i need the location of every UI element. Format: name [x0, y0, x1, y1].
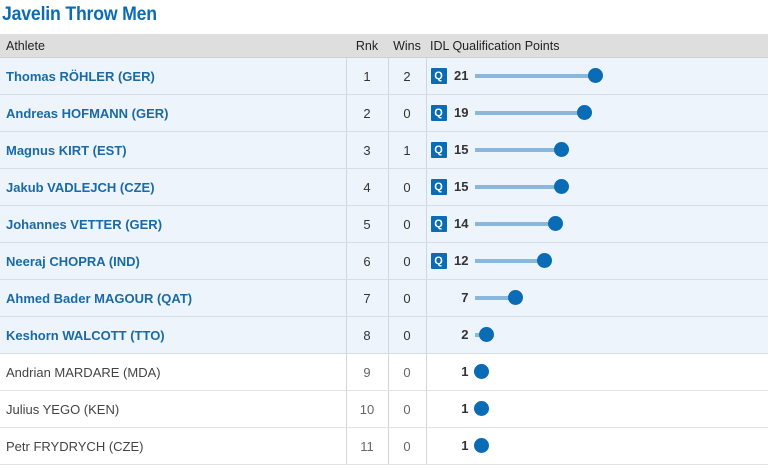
table-row: Andreas HOFMANN (GER) 2 0 Q 19 — [0, 94, 768, 132]
wins-cell: 1 — [388, 131, 427, 169]
rank-cell: 3 — [345, 131, 389, 169]
points-value: 1 — [461, 401, 469, 416]
table-header-row: Athlete Rnk Wins IDL Qualification Point… — [0, 34, 768, 58]
wins-cell: 0 — [388, 242, 427, 280]
points-bar — [474, 259, 544, 263]
wins-cell: 0 — [388, 390, 427, 428]
points-cell: Q 19 — [426, 94, 768, 132]
points-cell: Q 12 — [426, 242, 768, 280]
points-value: 15 — [454, 179, 469, 194]
qualified-badge: Q — [430, 253, 447, 269]
points-cell: Q 14 — [426, 205, 768, 243]
points-value: 15 — [454, 142, 469, 157]
points-value: 7 — [461, 290, 469, 305]
wins-cell: 0 — [388, 94, 427, 132]
points-bar — [474, 74, 595, 78]
table-row: Ahmed Bader MAGOUR (QAT) 7 0 7 — [0, 279, 768, 317]
points-cell: Q 15 — [426, 168, 768, 206]
athlete-name: Petr FRYDRYCH (CZE) — [0, 427, 346, 465]
rank-cell: 10 — [345, 390, 389, 428]
wins-cell: 0 — [388, 427, 427, 465]
rank-cell: 7 — [345, 279, 389, 317]
points-value: 21 — [454, 68, 469, 83]
rank-cell: 1 — [345, 57, 389, 95]
table-row: Jakub VADLEJCH (CZE) 4 0 Q 15 — [0, 168, 768, 206]
points-bar — [474, 296, 515, 300]
points-dot-marker — [553, 142, 569, 157]
table-row: Neeraj CHOPRA (IND) 6 0 Q 12 — [0, 242, 768, 280]
rank-cell: 11 — [345, 427, 389, 465]
table-row: Keshorn WALCOTT (TTO) 8 0 2 — [0, 316, 768, 354]
athlete-name[interactable]: Johannes VETTER (GER) — [0, 205, 346, 243]
points-bar — [474, 222, 555, 226]
points-bar — [474, 111, 584, 115]
qualified-badge: Q — [430, 179, 447, 195]
athlete-name: Andrian MARDARE (MDA) — [0, 353, 346, 391]
points-value: 12 — [454, 253, 469, 268]
wins-cell: 0 — [388, 205, 427, 243]
athlete-name[interactable]: Jakub VADLEJCH (CZE) — [0, 168, 346, 206]
points-bar — [474, 185, 561, 189]
qualified-badge: Q — [430, 216, 447, 232]
wins-cell: 2 — [388, 57, 427, 95]
wins-cell: 0 — [388, 168, 427, 206]
ranking-table: Athlete Rnk Wins IDL Qualification Point… — [0, 34, 768, 465]
points-cell: 1 — [426, 427, 768, 465]
rank-cell: 4 — [345, 168, 389, 206]
table-row: Thomas RÖHLER (GER) 1 2 Q 21 — [0, 57, 768, 95]
athlete-name[interactable]: Neeraj CHOPRA (IND) — [0, 242, 346, 280]
points-cell: 1 — [426, 390, 768, 428]
column-header-wins[interactable]: Wins — [388, 34, 426, 58]
column-header-athlete[interactable]: Athlete — [0, 34, 346, 58]
points-cell: 2 — [426, 316, 768, 354]
athlete-name[interactable]: Andreas HOFMANN (GER) — [0, 94, 346, 132]
points-dot-marker — [507, 290, 523, 305]
table-row: Magnus KIRT (EST) 3 1 Q 15 — [0, 131, 768, 169]
points-value: 19 — [454, 105, 469, 120]
rank-cell: 6 — [345, 242, 389, 280]
points-value: 1 — [461, 438, 469, 453]
points-value: 1 — [461, 364, 469, 379]
points-dot-marker — [576, 105, 592, 120]
points-value: 2 — [461, 327, 469, 342]
athlete-name: Julius YEGO (KEN) — [0, 390, 346, 428]
points-dot-marker — [478, 327, 494, 342]
points-dot-marker — [473, 401, 489, 416]
points-dot-marker — [547, 216, 563, 231]
wins-cell: 0 — [388, 353, 427, 391]
points-dot-marker — [587, 68, 603, 83]
points-dot-marker — [536, 253, 552, 268]
table-row: Petr FRYDRYCH (CZE) 11 0 1 — [0, 427, 768, 465]
column-header-rank[interactable]: Rnk — [346, 34, 388, 58]
points-dot-marker — [473, 438, 489, 453]
rank-cell: 9 — [345, 353, 389, 391]
athlete-name[interactable]: Keshorn WALCOTT (TTO) — [0, 316, 346, 354]
table-row: Julius YEGO (KEN) 10 0 1 — [0, 390, 768, 428]
table-row: Johannes VETTER (GER) 5 0 Q 14 — [0, 205, 768, 243]
points-bar — [474, 148, 561, 152]
rank-cell: 8 — [345, 316, 389, 354]
table-row: Andrian MARDARE (MDA) 9 0 1 — [0, 353, 768, 391]
athlete-name[interactable]: Magnus KIRT (EST) — [0, 131, 346, 169]
qualified-badge: Q — [430, 105, 447, 121]
points-cell: 1 — [426, 353, 768, 391]
points-cell: Q 15 — [426, 131, 768, 169]
wins-cell: 0 — [388, 316, 427, 354]
points-dot-marker — [473, 364, 489, 379]
points-value: 14 — [454, 216, 469, 231]
rank-cell: 5 — [345, 205, 389, 243]
points-cell: 7 — [426, 279, 768, 317]
points-dot-marker — [553, 179, 569, 194]
athlete-name[interactable]: Ahmed Bader MAGOUR (QAT) — [0, 279, 346, 317]
qualified-badge: Q — [430, 68, 447, 84]
points-cell: Q 21 — [426, 57, 768, 95]
rank-cell: 2 — [345, 94, 389, 132]
ranking-rows: Thomas RÖHLER (GER) 1 2 Q 21 Andreas HOFMANN … — [0, 57, 768, 465]
page-title: Javelin Throw Men — [2, 4, 157, 25]
column-header-points[interactable]: IDL Qualification Points — [426, 34, 768, 58]
athlete-name[interactable]: Thomas RÖHLER (GER) — [0, 57, 346, 95]
wins-cell: 0 — [388, 279, 427, 317]
qualified-badge: Q — [430, 142, 447, 158]
